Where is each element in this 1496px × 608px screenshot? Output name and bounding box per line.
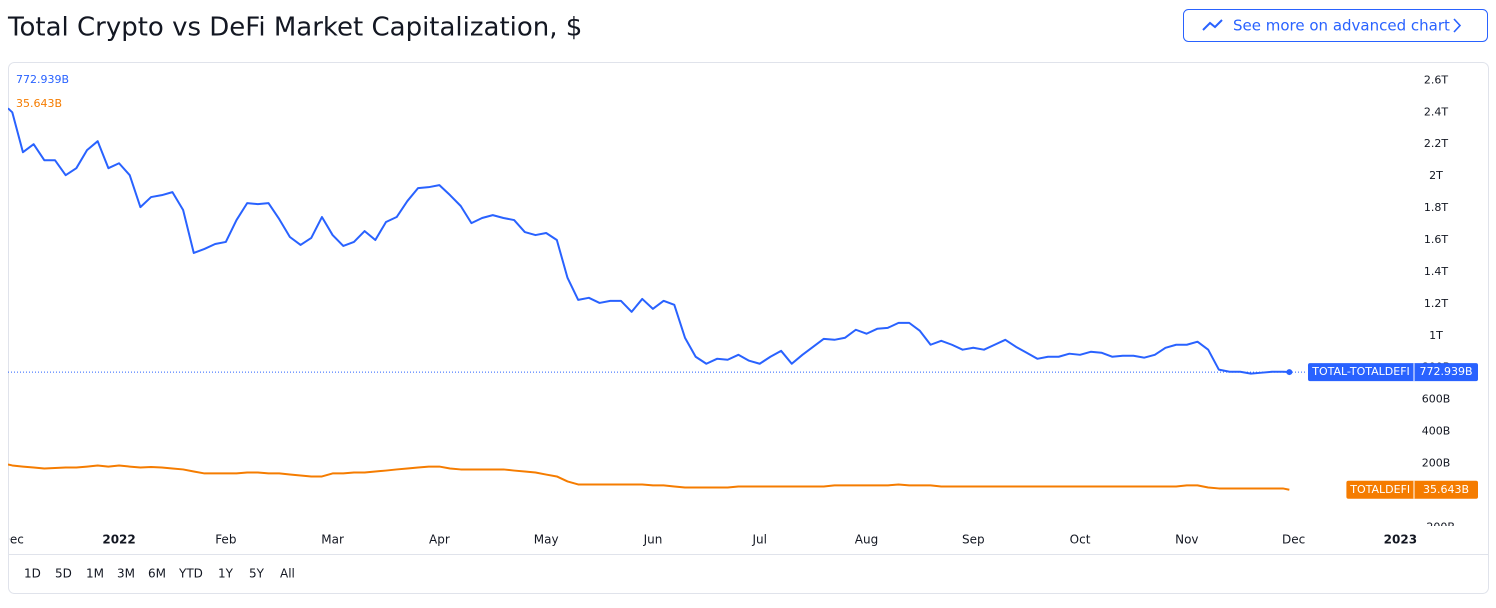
legend-value: 35.643B [16, 97, 62, 110]
advanced-button[interactable]: See more on advanced chart [1183, 9, 1488, 42]
x-tick-label: Oct [1070, 533, 1091, 547]
y-tick-label: 1.4T [1424, 265, 1448, 278]
range-button[interactable]: 1Y [218, 567, 234, 581]
price-label-box [1346, 480, 1478, 499]
range-button[interactable]: 1D [24, 567, 41, 581]
series-line [8, 107, 1290, 375]
x-tick-label: Jul [751, 533, 766, 547]
range-button[interactable]: 1M [86, 567, 104, 581]
x-tick-label: May [534, 533, 559, 547]
x-tick-label: 2022 [102, 533, 135, 547]
x-tick-label: Nov [1175, 533, 1198, 547]
y-tick-label: 1T [1429, 329, 1443, 342]
chart-panel [8, 62, 1489, 594]
y-tick-label: 2.2T [1424, 137, 1448, 150]
x-axis: Dec 2022 Feb Mar Apr May Jun Jul Aug Sep Oct Nov Dec… [1, 533, 1417, 547]
range-button[interactable]: 3M [117, 567, 135, 581]
price-label-value: 35.643B [1423, 483, 1469, 496]
range-button[interactable]: 5D [55, 567, 72, 581]
y-tick-label: 200B [1422, 457, 1451, 470]
x-tick-label: Feb [215, 533, 236, 547]
button-frame[interactable] [1183, 9, 1488, 42]
axes: Dec 2022 Feb Mar Apr May Jun Jul Aug Sep Oct Nov Dec… [1, 73, 1455, 547]
range-button[interactable]: 6M [148, 567, 166, 581]
series-line [8, 463, 1290, 491]
y-axis: −200B200B400B600B800B1T1.2T1.4T1.6T1.8T2… [1417, 73, 1455, 533]
x-tick-label: Mar [321, 533, 344, 547]
x-tick-label: Dec [1282, 533, 1305, 547]
x-tick-label: 2023 [1384, 533, 1417, 547]
price-label-value: 772.939B [1419, 365, 1472, 378]
plot-area [8, 107, 1290, 491]
range-button[interactable]: 5Y [249, 567, 265, 581]
price-label-box [1308, 363, 1478, 382]
button-label[interactable]: See more on advanced chart [1233, 17, 1450, 35]
legend-value: 772.939B [16, 73, 69, 86]
x-tick-label: Sep [962, 533, 985, 547]
y-tick-label: 2T [1429, 169, 1443, 182]
price-label-name: TOTAL-TOTALDEFI [1311, 365, 1410, 378]
last-point [1286, 369, 1293, 376]
range-button[interactable]: YTD [178, 567, 203, 581]
price-label-name: TOTALDEFI [1349, 483, 1410, 496]
y-tick-label: 1.2T [1424, 297, 1448, 310]
x-tick-label: Apr [429, 533, 450, 547]
x-tick-label: Jun [643, 533, 663, 547]
chart-title: Total Crypto vs DeFi Market Capitalizati… [7, 13, 582, 43]
button-arrow [1453, 18, 1462, 33]
overlay: 772.939B TOTAL-TOTALDEFI 772.939B 35.643B TO… [8, 73, 1478, 499]
x-tick-label: Dec [1, 533, 24, 547]
y-tick-label: 1.6T [1424, 233, 1448, 246]
x-tick-label: Aug [855, 533, 878, 547]
y-tick-label: 400B [1422, 425, 1451, 438]
y-tick-label: 2.4T [1424, 105, 1448, 118]
y-tick-label: 2.6T [1424, 73, 1448, 86]
y-tick-label: −200B [1417, 520, 1455, 533]
y-tick-label: 1.8T [1424, 201, 1448, 214]
range-button[interactable]: All [280, 567, 295, 581]
button-icon [1202, 19, 1223, 31]
y-tick-label: 600B [1422, 393, 1451, 406]
